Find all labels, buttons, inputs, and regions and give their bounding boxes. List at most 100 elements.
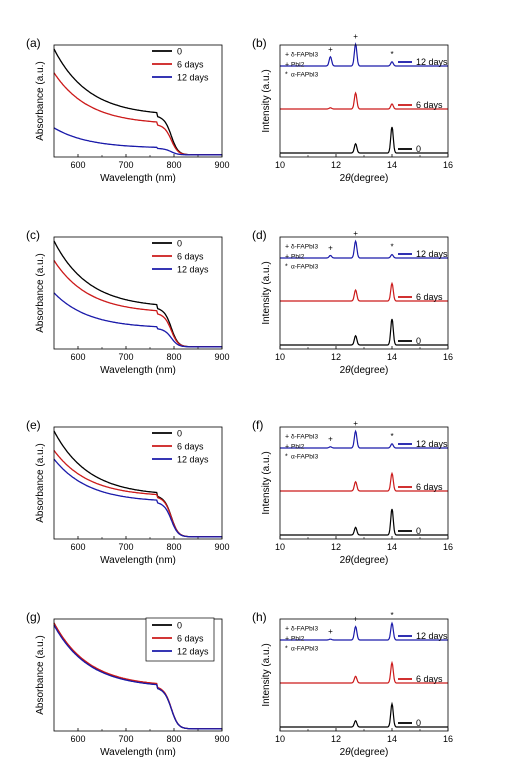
y-axis-label: Absorbance (a.u.)	[35, 61, 46, 141]
series-label: 0	[416, 526, 421, 536]
xrd-pattern-0	[280, 318, 448, 346]
series-label: 12 days	[416, 439, 448, 449]
legend-label: 12 days	[177, 73, 209, 83]
legend-label: 12 days	[177, 455, 209, 465]
y-axis-label: Intensity (a.u.)	[261, 451, 272, 514]
x-tick-label: 800	[166, 352, 181, 362]
x-tick-label: 12	[331, 542, 341, 552]
two-symbol: 2	[340, 365, 346, 376]
delta-phase-marker: +	[328, 45, 333, 54]
y-axis-label: Absorbance (a.u.)	[35, 253, 46, 333]
panel-label: (f)	[252, 418, 263, 432]
two-symbol: 2	[340, 555, 346, 566]
series-label: 0	[416, 144, 421, 154]
xrd-pattern-6-days	[280, 91, 448, 110]
x-tick-label: 700	[118, 542, 133, 552]
series-label: 6 days	[416, 482, 443, 492]
x-tick-label: 700	[118, 734, 133, 744]
marker-legend-label: PbI2	[291, 636, 305, 643]
marker-legend-label: α-FAPbI3	[291, 454, 319, 461]
degree-label: (degree)	[351, 555, 389, 566]
marker-legend-label: α-FAPbI3	[291, 646, 319, 653]
xrd-pattern-6-days	[280, 281, 448, 302]
marker-legend-label: PbI2	[291, 62, 305, 69]
legend-label: 0	[177, 47, 182, 57]
xrd-pattern-0	[280, 701, 448, 728]
x-tick-label: 900	[214, 160, 229, 170]
degree-label: (degree)	[351, 365, 389, 376]
legend-label: 12 days	[177, 265, 209, 275]
degree-label: (degree)	[351, 173, 389, 184]
degree-label: (degree)	[351, 747, 389, 758]
x-tick-label: 16	[443, 734, 453, 744]
absorbance-panel: 600 700 800 900 Wavelength (nm) Absorbance (a…	[26, 610, 230, 758]
legend-label: 6 days	[177, 634, 204, 644]
x-tick-label: 12	[331, 352, 341, 362]
marker-legend-symbol: +	[285, 254, 289, 261]
xrd-pattern-12-days	[280, 42, 448, 67]
x-tick-label: 16	[443, 160, 453, 170]
x-tick-label: 800	[166, 160, 181, 170]
xrd-pattern-12-days	[280, 429, 448, 449]
absorbance-panel: 600 700 800 900 Wavelength (nm) Absorbance (a…	[26, 228, 230, 376]
absorbance-curve-12-days	[53, 458, 222, 538]
alpha-phase-marker: *	[390, 243, 393, 252]
marker-legend-label: α-FAPbI3	[291, 72, 319, 79]
x-axis-label: 2θ(degree)	[340, 555, 389, 566]
theta-symbol: θ	[345, 747, 351, 758]
xrd-pattern-6-days	[280, 660, 448, 684]
y-axis-label: Absorbance (a.u.)	[35, 443, 46, 523]
series-label: 6 days	[416, 674, 443, 684]
absorbance-panel: 600 700 800 900 Wavelength (nm) Absorbance (a…	[26, 36, 230, 184]
y-axis-label: Intensity (a.u.)	[261, 69, 272, 132]
x-axis-label: Wavelength (nm)	[100, 365, 176, 376]
x-axis-label: 2θ(degree)	[340, 173, 389, 184]
marker-legend-symbol: +	[285, 244, 289, 251]
x-tick-label: 800	[166, 542, 181, 552]
x-tick-label: 10	[275, 160, 285, 170]
x-tick-label: 600	[70, 352, 85, 362]
absorbance-curve-12-days	[53, 127, 222, 156]
marker-legend-symbol: *	[285, 264, 288, 271]
absorbance-curve-12-days	[53, 624, 222, 730]
absorbance-curve-6-days	[53, 72, 222, 156]
series-label: 0	[416, 336, 421, 346]
two-symbol: 2	[340, 747, 346, 758]
marker-legend-label: δ-FAPbI3	[291, 626, 318, 633]
plot-frame	[53, 426, 223, 540]
marker-legend-label: δ-FAPbI3	[291, 244, 318, 251]
pbi2-marker: +	[353, 229, 358, 238]
two-symbol: 2	[340, 173, 346, 184]
marker-legend-label: δ-FAPbI3	[291, 434, 318, 441]
x-tick-label: 600	[70, 734, 85, 744]
panel-label: (d)	[252, 228, 267, 242]
x-tick-label: 12	[331, 734, 341, 744]
panel-label: (h)	[252, 610, 267, 624]
absorbance-curve-12-days	[53, 292, 222, 348]
x-tick-label: 600	[70, 160, 85, 170]
x-tick-label: 10	[275, 542, 285, 552]
delta-phase-marker: +	[328, 435, 333, 444]
marker-legend-symbol: +	[285, 626, 289, 633]
xrd-pattern-12-days	[280, 239, 448, 259]
legend-label: 6 days	[177, 60, 204, 70]
x-tick-label: 14	[387, 160, 397, 170]
marker-legend-label: δ-FAPbI3	[291, 52, 318, 59]
series-label: 12 days	[416, 631, 448, 641]
xrd-pattern-6-days	[280, 471, 448, 492]
panel-label: (b)	[252, 36, 267, 50]
x-axis-label: Wavelength (nm)	[100, 747, 176, 758]
x-tick-label: 900	[214, 542, 229, 552]
marker-legend-symbol: *	[285, 454, 288, 461]
x-tick-label: 700	[118, 160, 133, 170]
alpha-phase-marker: *	[390, 611, 393, 620]
legend-label: 0	[177, 429, 182, 439]
x-tick-label: 10	[275, 734, 285, 744]
legend-label: 0	[177, 239, 182, 249]
x-tick-label: 14	[387, 352, 397, 362]
x-tick-label: 900	[214, 352, 229, 362]
